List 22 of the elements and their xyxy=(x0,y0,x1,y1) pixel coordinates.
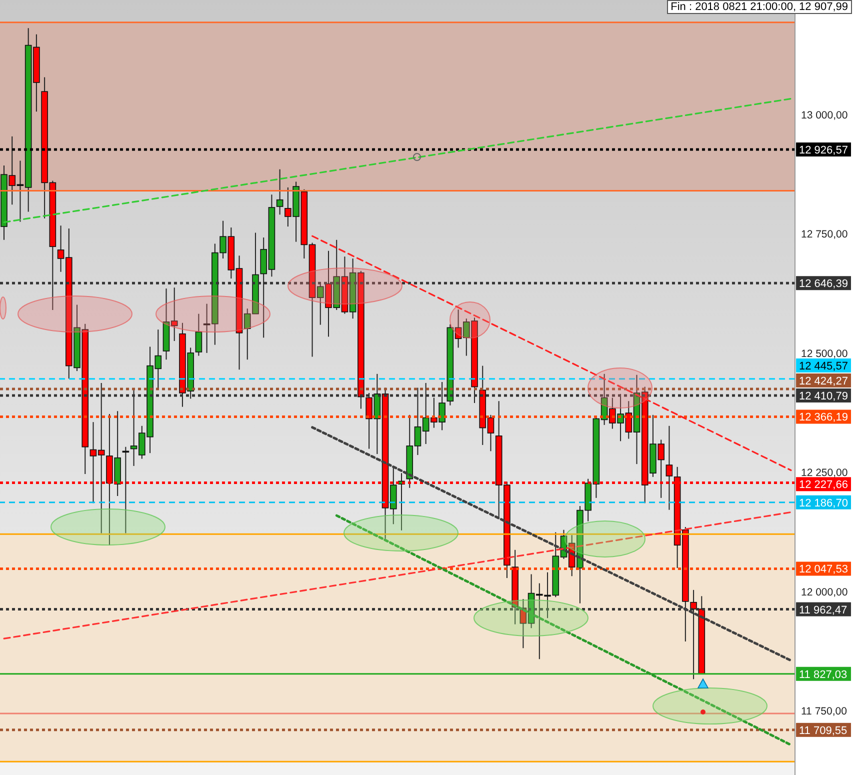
ref-line-label: 12 926,57 xyxy=(799,144,848,156)
ref-line-label: 11 827,03 xyxy=(799,668,848,681)
ref-line-label: 11 709,55 xyxy=(799,724,848,737)
ref-line-label: 12 410,79 xyxy=(799,390,848,402)
candlestick xyxy=(690,589,697,680)
candlestick xyxy=(276,168,284,216)
ref-line-label: 11 962,47 xyxy=(799,604,848,616)
ref-line-label: 12 186,70 xyxy=(799,497,848,510)
ref-line-label: 12 445,57 xyxy=(799,360,848,372)
y-tick-label: 13 000,00 xyxy=(801,109,848,122)
ref-line-label: 12 227,66 xyxy=(799,479,848,492)
candlestick xyxy=(195,313,202,356)
ref-line-label: 12 646,39 xyxy=(799,278,848,290)
y-tick-label: 12 500,00 xyxy=(801,348,848,360)
ref-line-label: 12 366,19 xyxy=(799,412,848,424)
y-tick-label: 12 250,00 xyxy=(801,467,848,480)
annotation: Fin : 2018 0821 21:00:00, 12 907,99 xyxy=(666,0,852,14)
y-tick-label: 12 000,00 xyxy=(801,586,848,598)
ref-line-label: 12 424,27 xyxy=(799,375,848,388)
ref-line-label: 12 047,53 xyxy=(799,564,848,576)
y-tick-label: 12 750,00 xyxy=(801,228,848,241)
y-tick-label: 11 750,00 xyxy=(801,706,848,718)
